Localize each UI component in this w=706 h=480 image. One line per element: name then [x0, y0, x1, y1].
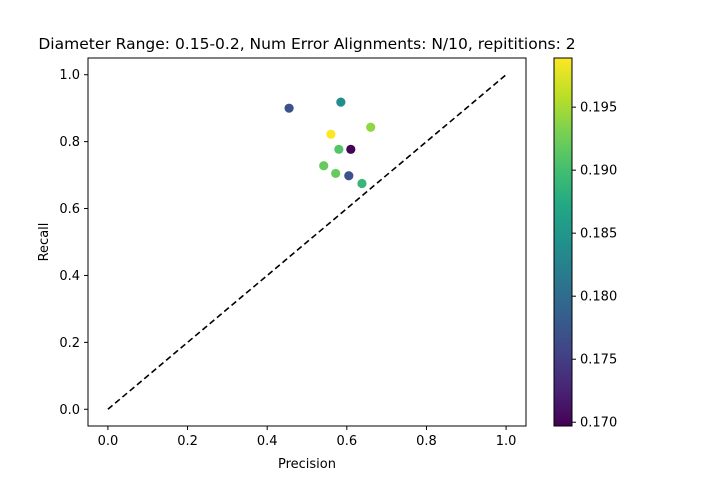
x-axis-ticks: 0.0 0.2 0.4 0.6 0.8 1.0 — [98, 426, 517, 449]
x-tick-label: 0.0 — [98, 434, 119, 449]
diagonal-reference-line — [107, 74, 507, 410]
y-tick-label: 0.2 — [59, 336, 80, 351]
data-point-8 — [331, 168, 341, 179]
data-point-3 — [366, 122, 376, 132]
y-tick-label: 0.0 — [59, 403, 80, 418]
y-tick-label: 0.6 — [59, 202, 80, 217]
data-point-7 — [319, 161, 329, 171]
y-axis-ticks: 0.0 0.2 0.4 0.6 0.8 1.0 — [59, 68, 88, 418]
colorbar-tick-label: 0.185 — [580, 227, 617, 242]
data-point-10 — [357, 178, 367, 189]
x-tick-label: 0.6 — [336, 434, 357, 449]
colorbar — [553, 57, 573, 427]
data-point-9 — [344, 171, 354, 181]
scatter-points — [284, 97, 376, 189]
x-axis-label: Precision — [278, 457, 336, 472]
y-tick-label: 0.8 — [59, 135, 80, 150]
x-tick-label: 1.0 — [496, 434, 517, 449]
plot-frame — [87, 57, 527, 427]
data-point-5 — [334, 144, 344, 154]
colorbar-tick-label: 0.170 — [580, 416, 617, 431]
chart-title: Diameter Range: 0.15-0.2, Num Error Alig… — [38, 35, 575, 53]
data-point-6 — [346, 144, 356, 154]
x-tick-label: 0.2 — [177, 434, 198, 449]
colorbar-tick-label: 0.175 — [580, 353, 617, 368]
y-tick-label: 1.0 — [59, 68, 80, 83]
x-tick-label: 0.4 — [257, 434, 278, 449]
data-point-2 — [336, 97, 346, 107]
colorbar-tick-label: 0.195 — [580, 101, 617, 116]
colorbar-tick-label: 0.180 — [580, 290, 617, 305]
data-point-1 — [284, 103, 294, 113]
x-tick-label: 0.8 — [416, 434, 437, 449]
y-tick-label: 0.4 — [59, 269, 80, 284]
y-axis-label: Recall — [37, 223, 52, 262]
colorbar-ticks: 0.170 0.175 0.180 0.185 0.190 0.195 — [572, 101, 617, 431]
data-point-4 — [326, 129, 336, 139]
colorbar-tick-label: 0.190 — [580, 164, 617, 179]
